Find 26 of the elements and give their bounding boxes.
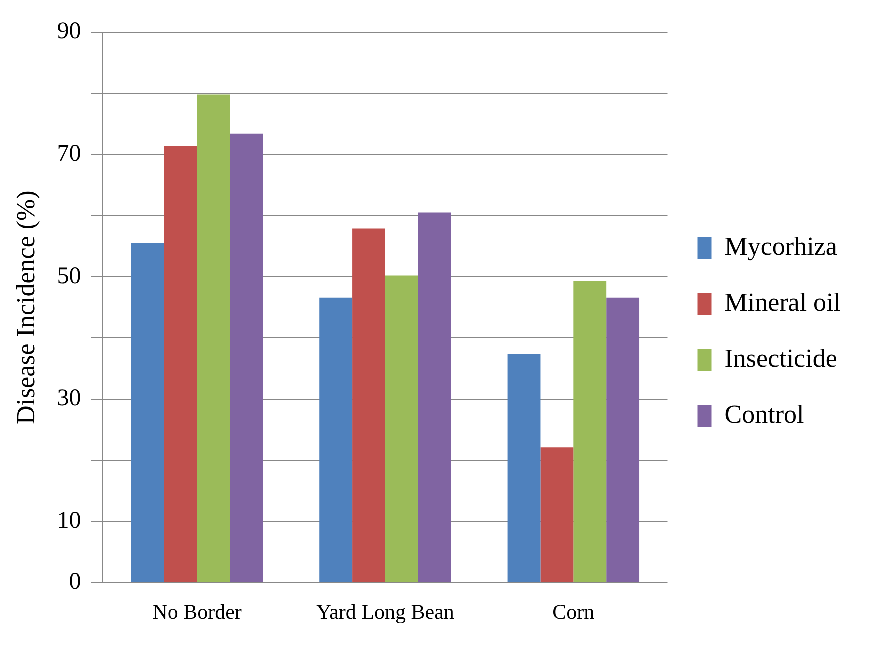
bar — [385, 276, 418, 582]
y-tick-label: 30 — [57, 386, 82, 412]
bar — [418, 212, 452, 582]
bar — [230, 134, 264, 582]
y-axis-title: Disease Incidence (%) — [11, 190, 40, 425]
y-tick-label: 70 — [57, 141, 82, 168]
y-tick-label: 90 — [57, 18, 82, 45]
legend-label: Insecticide — [724, 344, 838, 373]
x-tick-label: No Border — [152, 600, 242, 624]
bar — [164, 146, 198, 582]
legend-label: Control — [724, 400, 804, 429]
x-tick-label: Yard Long Bean — [316, 600, 455, 624]
x-tick-label: Corn — [552, 600, 596, 624]
y-tick-label: 50 — [57, 263, 82, 290]
legend-label: Mycorhiza — [724, 232, 838, 261]
y-tick-label: 0 — [69, 569, 82, 596]
bar — [352, 228, 386, 582]
bar — [131, 243, 164, 582]
bar — [574, 281, 607, 582]
legend-label: Mineral oil — [724, 288, 842, 317]
bar — [540, 448, 574, 582]
bar — [320, 298, 353, 582]
bar — [508, 354, 541, 582]
bar — [197, 94, 230, 582]
bar — [606, 298, 640, 582]
y-tick-label: 10 — [57, 508, 82, 534]
